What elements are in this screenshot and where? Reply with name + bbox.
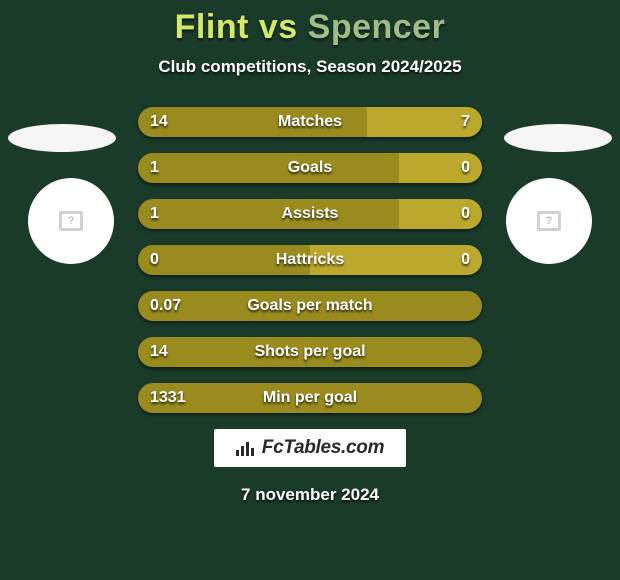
bar-row: 00Hattricks bbox=[138, 245, 482, 275]
header: Flint vs Spencer Club competitions, Seas… bbox=[0, 0, 620, 77]
bar-row: 147Matches bbox=[138, 107, 482, 137]
bar-row: 10Goals bbox=[138, 153, 482, 183]
bar-label: Min per goal bbox=[138, 383, 482, 413]
page-title: Flint vs Spencer bbox=[0, 8, 620, 47]
bar-label: Matches bbox=[138, 107, 482, 137]
subtitle: Club competitions, Season 2024/2025 bbox=[0, 57, 620, 77]
brand-box[interactable]: FcTables.com bbox=[214, 429, 406, 467]
bar-row: 14Shots per goal bbox=[138, 337, 482, 367]
kit-unknown-icon bbox=[537, 211, 561, 231]
bar-label: Assists bbox=[138, 199, 482, 229]
bar-label: Shots per goal bbox=[138, 337, 482, 367]
bar-row: 1331Min per goal bbox=[138, 383, 482, 413]
bar-label: Hattricks bbox=[138, 245, 482, 275]
photo-placeholder-right bbox=[504, 124, 612, 152]
kit-placeholder-right bbox=[506, 178, 592, 264]
date-text: 7 november 2024 bbox=[0, 485, 620, 505]
kit-placeholder-left bbox=[28, 178, 114, 264]
kit-unknown-icon bbox=[59, 211, 83, 231]
player-right-name: Spencer bbox=[308, 8, 446, 46]
comparison-bars: 147Matches 10Goals 10Assists 00Hattricks 0.0… bbox=[138, 107, 482, 413]
bar-row: 0.07Goals per match bbox=[138, 291, 482, 321]
footer: FcTables.com 7 november 2024 bbox=[0, 429, 620, 505]
photo-placeholder-left bbox=[8, 124, 116, 152]
bar-row: 10Assists bbox=[138, 199, 482, 229]
title-vs: vs bbox=[249, 8, 308, 46]
bar-label: Goals bbox=[138, 153, 482, 183]
player-left-name: Flint bbox=[175, 8, 249, 46]
bars-icon bbox=[236, 440, 256, 456]
bar-label: Goals per match bbox=[138, 291, 482, 321]
brand-text: FcTables.com bbox=[262, 437, 384, 459]
